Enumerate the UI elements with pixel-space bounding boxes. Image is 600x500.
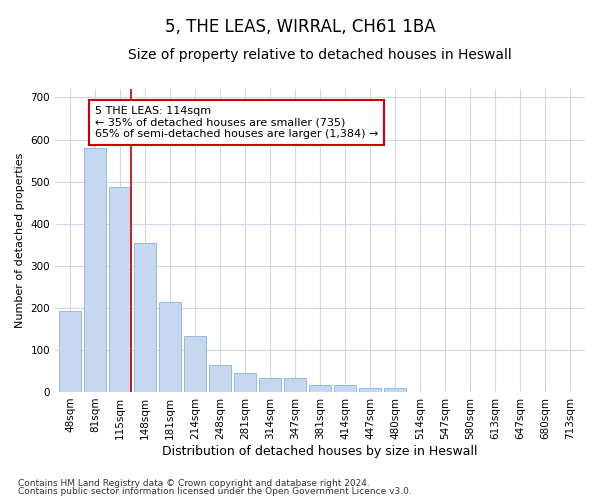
Bar	[59, 311, 80, 392]
Title: Size of property relative to detached houses in Heswall: Size of property relative to detached ho…	[128, 48, 512, 62]
Bar	[385, 388, 406, 392]
Bar	[184, 336, 206, 392]
Text: Contains HM Land Registry data © Crown copyright and database right 2024.: Contains HM Land Registry data © Crown c…	[18, 478, 370, 488]
Bar	[109, 187, 131, 392]
Bar	[160, 302, 181, 392]
Text: 5 THE LEAS: 114sqm
← 35% of detached houses are smaller (735)
65% of semi-detach: 5 THE LEAS: 114sqm ← 35% of detached hou…	[95, 106, 379, 139]
Text: 5, THE LEAS, WIRRAL, CH61 1BA: 5, THE LEAS, WIRRAL, CH61 1BA	[164, 18, 436, 36]
Bar	[334, 385, 356, 392]
Text: Contains public sector information licensed under the Open Government Licence v3: Contains public sector information licen…	[18, 487, 412, 496]
Bar	[310, 385, 331, 392]
Bar	[284, 378, 305, 392]
Bar	[235, 374, 256, 392]
X-axis label: Distribution of detached houses by size in Heswall: Distribution of detached houses by size …	[162, 444, 478, 458]
Bar	[359, 388, 380, 392]
Bar	[134, 242, 155, 392]
Bar	[209, 366, 230, 392]
Y-axis label: Number of detached properties: Number of detached properties	[15, 153, 25, 328]
Bar	[259, 378, 281, 392]
Bar	[85, 148, 106, 392]
